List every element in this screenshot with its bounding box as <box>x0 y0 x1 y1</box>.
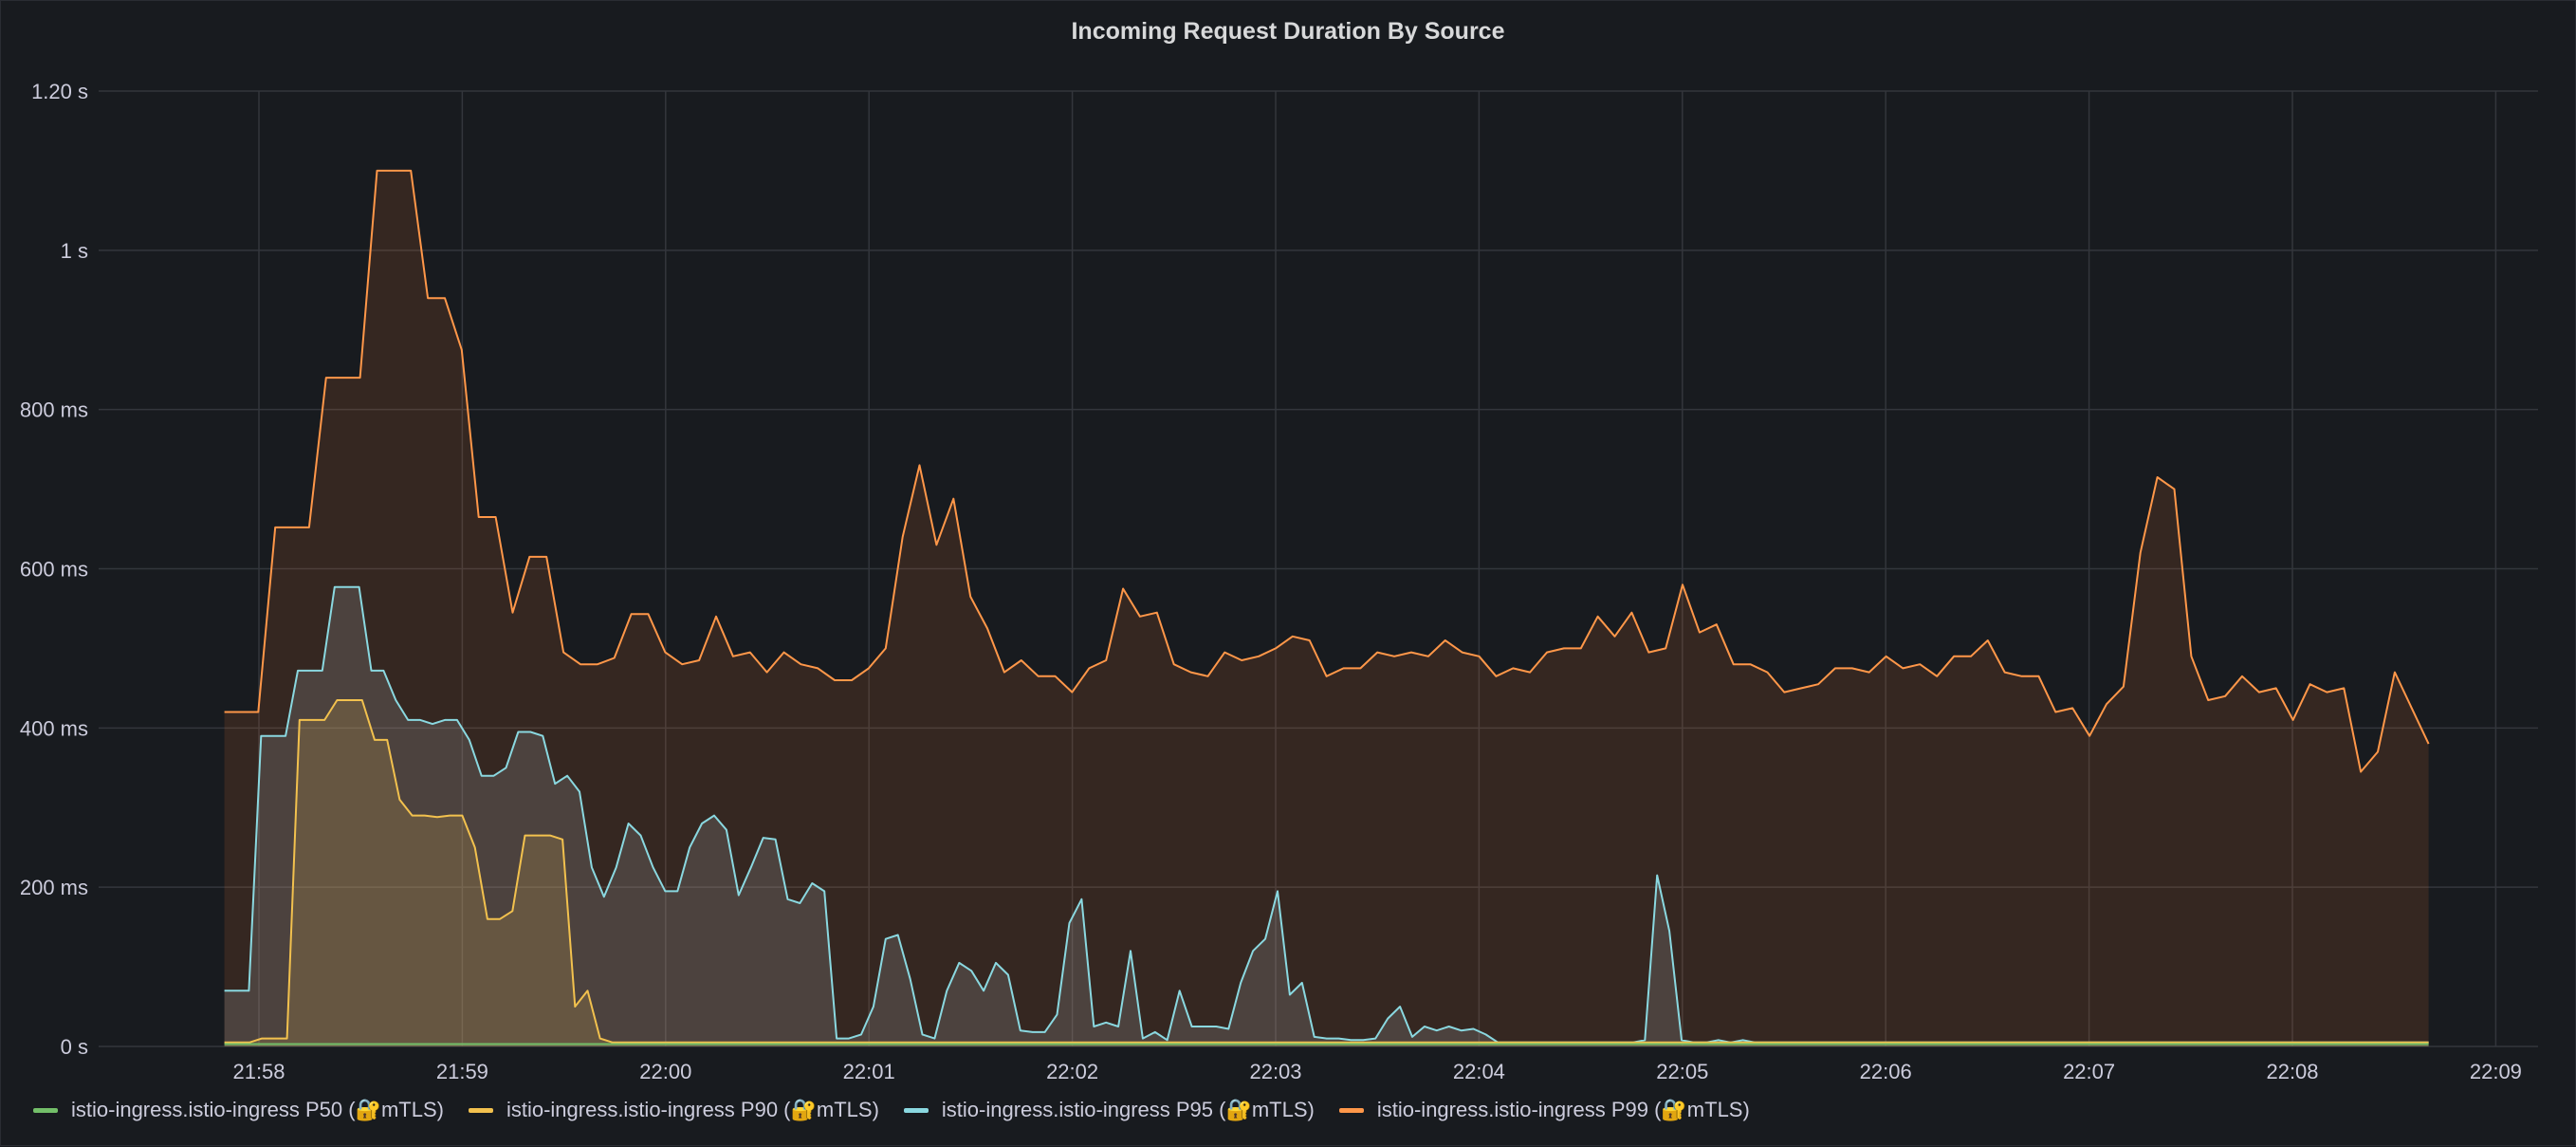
legend-item[interactable]: istio-ingress.istio-ingress P50 (🔐mTLS) <box>33 1098 444 1122</box>
y-tick-label: 800 ms <box>20 398 88 422</box>
x-tick-label: 22:01 <box>843 1060 895 1083</box>
series-line <box>224 699 2429 1044</box>
legend-label: istio-ingress.istio-ingress P99 (🔐mTLS) <box>1376 1098 1750 1121</box>
series-area <box>224 700 2429 1046</box>
x-tick-label: 22:03 <box>1249 1060 1301 1083</box>
legend-item[interactable]: istio-ingress.istio-ingress P99 (🔐mTLS) <box>1338 1098 1750 1122</box>
x-tick-label: 22:02 <box>1046 1060 1098 1083</box>
x-tick-label: 22:05 <box>1656 1060 1708 1083</box>
legend-label: istio-ingress.istio-ingress P50 (🔐mTLS) <box>71 1098 444 1121</box>
y-tick-label: 1.20 s <box>31 80 88 103</box>
panel-title: Incoming Request Duration By Source <box>1071 18 1505 45</box>
x-tick-label: 22:04 <box>1453 1060 1505 1083</box>
y-tick-label: 600 ms <box>20 558 88 582</box>
legend-label: istio-ingress.istio-ingress P90 (🔐mTLS) <box>506 1098 879 1121</box>
x-tick-label: 22:06 <box>1860 1060 1912 1083</box>
series-line <box>224 169 2430 773</box>
legend-swatch <box>903 1107 929 1113</box>
legend-item[interactable]: istio-ingress.istio-ingress P90 (🔐mTLS) <box>468 1098 879 1122</box>
y-tick-label: 200 ms <box>20 876 88 899</box>
y-tick-label: 1 s <box>61 239 88 263</box>
legend-swatch <box>1338 1107 1364 1113</box>
legend-label: istio-ingress.istio-ingress P95 (🔐mTLS) <box>941 1098 1315 1121</box>
legend: istio-ingress.istio-ingress P50 (🔐mTLS) i… <box>33 1098 1750 1122</box>
x-tick-label: 21:58 <box>232 1060 285 1083</box>
x-tick-label: 21:59 <box>436 1060 488 1083</box>
legend-item[interactable]: istio-ingress.istio-ingress P95 (🔐mTLS) <box>903 1098 1315 1122</box>
legend-swatch <box>468 1107 493 1113</box>
x-tick-label: 22:07 <box>2063 1060 2115 1083</box>
y-tick-label: 0 s <box>61 1035 88 1059</box>
x-tick-label: 22:09 <box>2470 1060 2522 1083</box>
series-area <box>224 170 2429 1046</box>
series-area <box>224 586 2429 1046</box>
legend-swatch <box>33 1107 58 1113</box>
x-tick-label: 22:00 <box>639 1060 691 1083</box>
y-tick-label: 400 ms <box>20 716 88 740</box>
x-tick-label: 22:08 <box>2266 1060 2318 1083</box>
